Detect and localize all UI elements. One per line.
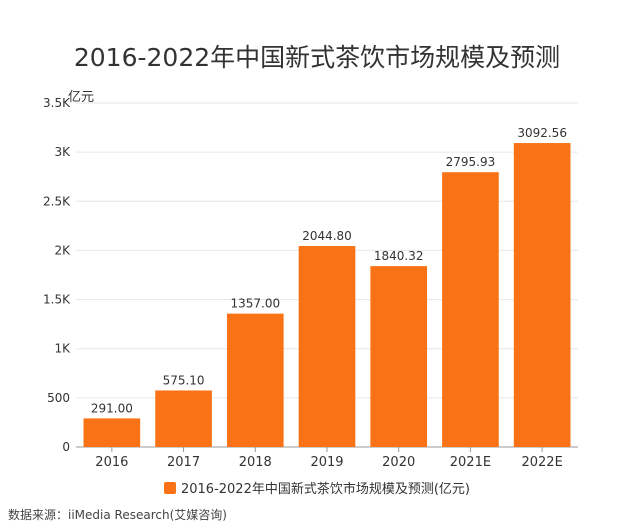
bar [442,172,499,448]
source-note: 数据来源：iiMedia Research(艾媒咨询) [8,508,227,522]
bar [226,313,284,447]
data-label: 3092.56 [517,126,567,140]
y-tick-label: 1K [54,342,71,356]
bar [298,246,356,447]
bar [155,390,212,447]
y-tick-label: 2.5K [43,194,71,208]
legend-swatch [163,482,176,494]
legend[interactable]: 2016-2022年中国新式茶饮市场规模及预测(亿元) [0,478,634,497]
data-label: 2795.93 [446,155,496,169]
data-label: 291.00 [91,401,133,415]
y-tick-label: 0 [62,440,70,454]
x-tick-label: 2016 [95,455,128,470]
legend-label: 2016-2022年中国新式茶饮市场规模及预测(亿元) [180,482,470,497]
x-tick-label: 2017 [167,455,200,470]
y-tick-label: 1.5K [43,293,71,307]
y-axis-unit: 亿元 [68,90,95,105]
x-tick-label: 2019 [310,455,343,470]
x-tick-label: 2021E [450,455,491,470]
bar [83,418,141,447]
y-tick-label: 500 [47,391,70,405]
x-tick-label: 2020 [382,455,415,470]
data-label: 575.10 [163,373,205,387]
y-tick-label: 3K [54,145,71,159]
x-tick-label: 2022E [521,455,562,470]
chart-title: 2016-2022年中国新式茶饮市场规模及预测 [73,43,561,72]
x-tick-label: 2018 [239,455,272,470]
data-label: 1840.32 [374,249,424,263]
data-label: 1357.00 [230,297,280,311]
bar [370,266,428,447]
data-label: 2044.80 [302,229,352,243]
y-tick-label: 3.5K [43,96,71,110]
bar [513,143,571,447]
y-tick-label: 2K [54,243,71,257]
